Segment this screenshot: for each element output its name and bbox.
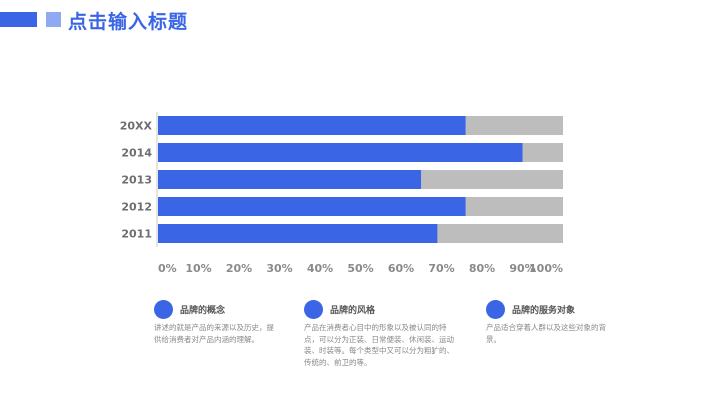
x-tick-label: 30% xyxy=(266,262,292,275)
bar-value-2011 xyxy=(158,224,438,243)
x-tick-label: 50% xyxy=(347,262,373,275)
bar-remainder-2014 xyxy=(522,143,563,162)
y-tick-label: 2014 xyxy=(121,147,152,160)
page-title[interactable]: 点击输入标题 xyxy=(68,11,189,33)
x-tick-label: 40% xyxy=(307,262,333,275)
bar-remainder-20XX xyxy=(465,116,563,135)
bar-value-2013 xyxy=(158,170,422,189)
card-title: 品牌的服务对象 xyxy=(512,306,576,316)
bar-value-2012 xyxy=(158,197,466,216)
bullet-dot-icon xyxy=(304,300,323,319)
x-tick-label: 10% xyxy=(185,262,211,275)
y-tick-label: 2013 xyxy=(121,174,152,187)
card-title: 品牌的风格 xyxy=(330,306,376,316)
card-body: 产品适合穿着人群以及这些对象的背景。 xyxy=(486,323,606,344)
y-tick-label: 20XX xyxy=(120,120,153,133)
y-tick-label: 2011 xyxy=(121,228,152,241)
card-title: 品牌的概念 xyxy=(180,306,226,316)
bullet-dot-icon xyxy=(486,300,505,319)
bullet-dot-icon xyxy=(154,300,173,319)
card-body: 产品在消费者心目中的形象以及被认同的特点，可以分为正装、日常便装、休闲装、运动装… xyxy=(304,323,454,367)
bar-remainder-2012 xyxy=(465,197,563,216)
x-tick-label: 80% xyxy=(469,262,495,275)
bar-remainder-2011 xyxy=(437,224,563,243)
x-tick-label: 100% xyxy=(529,262,563,275)
x-tick-label: 90% xyxy=(509,262,535,275)
title-accent-square xyxy=(46,12,61,27)
title-accent-bar xyxy=(0,12,37,27)
bar-remainder-2013 xyxy=(421,170,563,189)
x-tick-label: 60% xyxy=(388,262,414,275)
bar-value-2014 xyxy=(158,143,523,162)
x-tick-label: 20% xyxy=(226,262,252,275)
x-tick-label: 0% xyxy=(158,262,177,275)
y-tick-label: 2012 xyxy=(121,201,152,214)
x-tick-label: 70% xyxy=(428,262,454,275)
card-body: 讲述的就是产品的来源以及历史，提供给消费者对产品内涵的理解。 xyxy=(154,323,274,344)
bar-value-20XX xyxy=(158,116,466,135)
